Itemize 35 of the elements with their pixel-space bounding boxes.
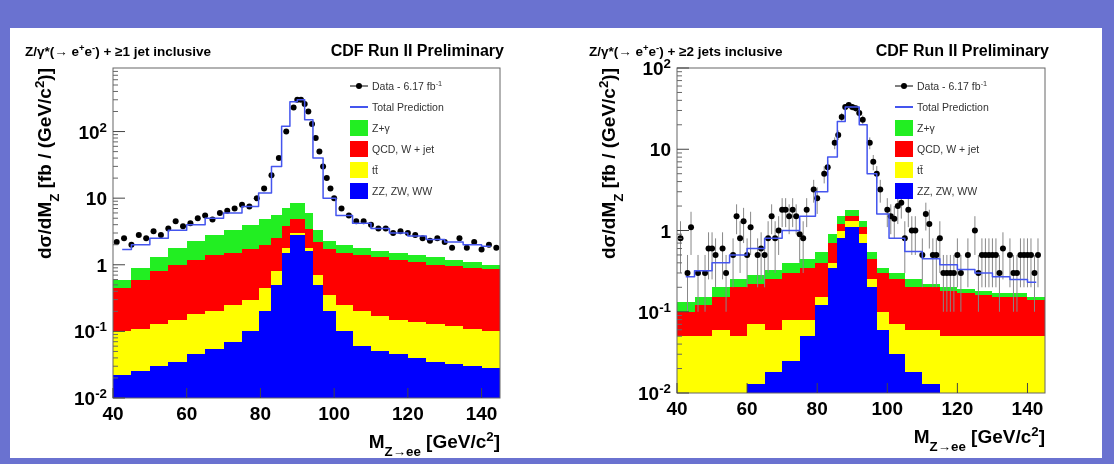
x-tick-label: 140 <box>1011 398 1044 419</box>
x-tick-label: 140 <box>465 403 498 424</box>
legend-label: ZZ, ZW, WW <box>917 185 978 197</box>
chart-subtitle: CDF Run II Preliminary <box>875 42 1050 59</box>
legend-label: Data - 6.17 fb$^{-1}$ <box>372 78 443 92</box>
x-tick-label: 60 <box>736 398 758 419</box>
chart-title: Z/γ*(→ e$^{+}$e$^{-}$) + ≥1 jet inclusive <box>25 41 212 59</box>
y-tick-label: 10$^{2}$ <box>78 119 107 143</box>
x-axis-title: M$_{Z→ee}$ [GeV/c$^{2}$] <box>913 423 1045 454</box>
legend-label: Data - 6.17 fb$^{-1}$ <box>917 78 988 92</box>
y-tick-label: 1 <box>660 220 672 242</box>
x-tick-label: 120 <box>941 398 974 419</box>
x-tick-label: 60 <box>176 403 198 424</box>
chart-subtitle: CDF Run II Preliminary <box>330 42 505 59</box>
legend-label: Z+γ <box>917 122 936 134</box>
y-tick-label: 1 <box>96 254 108 276</box>
legend-label: Z+γ <box>372 122 391 134</box>
y-tick-label: 10 <box>85 188 107 210</box>
x-tick-label: 100 <box>871 398 904 419</box>
x-tick-label: 100 <box>318 403 350 424</box>
legend-label: ZZ, ZW, WW <box>372 185 433 197</box>
legend-label: QCD, W + jet <box>372 143 435 155</box>
chart-title: Z/γ*(→ e$^{+}$e$^{-}$) + ≥2 jets inclusive <box>589 41 784 59</box>
y-tick-label: 10$^{-1}$ <box>74 318 108 343</box>
x-axis-title: M$_{Z→ee}$ [GeV/c$^{2}$] <box>368 428 500 459</box>
legend-label: Total Prediction <box>372 101 444 113</box>
y-tick-label: 10$^{-1}$ <box>638 299 672 323</box>
legend-label: Total Prediction <box>917 101 989 113</box>
legend-label: tt̄ <box>372 164 379 176</box>
x-tick-label: 80 <box>806 398 828 419</box>
legend-label: tt̄ <box>917 164 924 176</box>
legend-label: QCD, W + jet <box>917 143 980 155</box>
x-tick-label: 80 <box>249 403 271 424</box>
y-tick-label: 10 <box>649 139 671 161</box>
x-tick-label: 120 <box>392 403 424 424</box>
